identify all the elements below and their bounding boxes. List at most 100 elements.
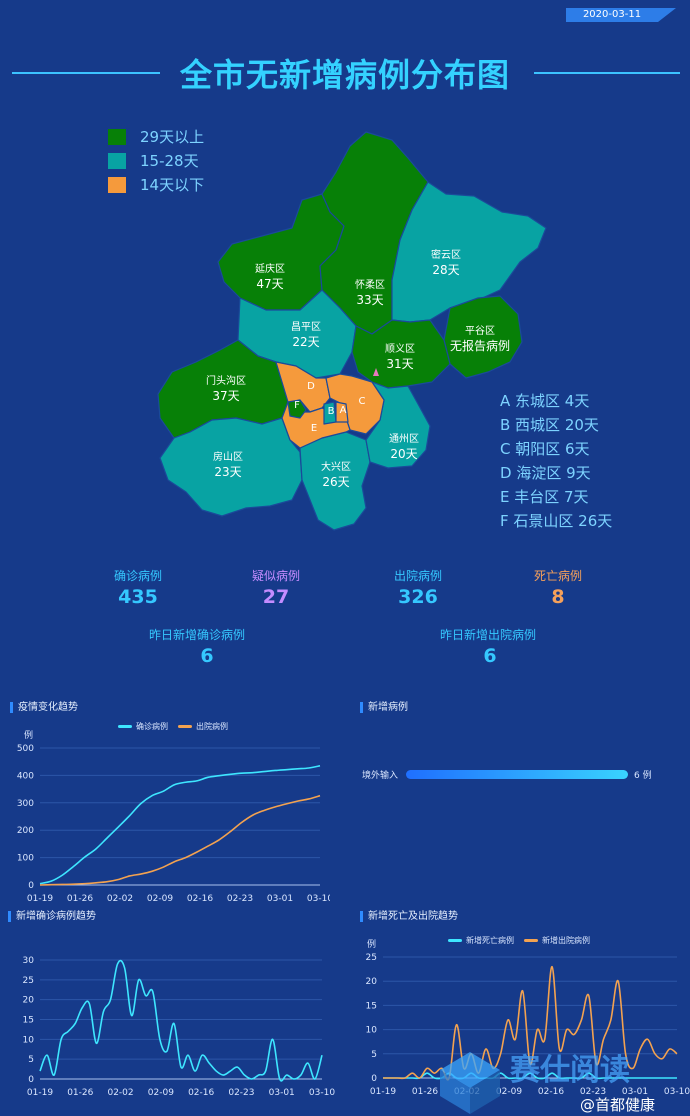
y-axis-unit: 例 (24, 729, 33, 741)
death-discharge-chart: 例051015202501-1901-2602-0202-0902-1602-2… (366, 938, 690, 1097)
y-tick-label: 300 (17, 799, 34, 809)
x-tick-label: 02-09 (148, 1088, 174, 1098)
panel-title-trend: 疫情变化趋势 (10, 702, 78, 713)
urban-item-e: E 丰台区 7天 (500, 488, 589, 506)
x-tick-label: 02-16 (188, 1088, 214, 1098)
stat-label-confirmed: 确诊病例 (113, 569, 162, 583)
legend-deaths-label: 新增死亡病例 (466, 936, 514, 945)
x-tick-label: 02-09 (147, 894, 173, 904)
y-tick-label: 15 (23, 1016, 34, 1026)
x-tick-label: 02-23 (227, 894, 253, 904)
map-letter-d: D (307, 381, 315, 392)
district-name-label: 房山区 (213, 450, 243, 463)
district-name-label: 密云区 (431, 248, 461, 261)
y-tick-label: 20 (23, 996, 35, 1006)
watermark-brand: 赛仕阅读 (510, 1053, 630, 1088)
panel-title-new-cases: 新增病例 (360, 702, 408, 713)
bar-value-label: 6 例 (634, 769, 652, 781)
district-days-label: 26天 (322, 475, 349, 489)
y-tick-label: 25 (366, 953, 377, 963)
y-tick-label: 500 (17, 744, 34, 754)
y-tick-label: 5 (28, 1055, 34, 1065)
urban-item-a: A 东城区 4天 (500, 392, 590, 410)
x-tick-label: 03-01 (269, 1088, 295, 1098)
stat-value-discharged: 326 (398, 586, 438, 608)
x-tick-label: 01-19 (27, 894, 53, 904)
watermark-logo-icon (440, 1052, 500, 1114)
yesterday-discharged-value: 6 (483, 645, 497, 667)
legend-item-29plus: 29天以上 (108, 126, 204, 147)
district-days-label: 无报告病例 (450, 338, 510, 353)
district-days-label: 22天 (292, 335, 319, 349)
map-letter-b: B (328, 406, 335, 417)
stat-label-discharged: 出院病例 (393, 569, 442, 583)
district-days-label: 20天 (390, 447, 417, 461)
series-line-1 (383, 965, 678, 1081)
legend-swatch (108, 152, 126, 169)
stat-value-deaths: 8 (551, 586, 565, 608)
series-line-0 (39, 959, 323, 1082)
page-title: 全市无新增病例分布图 (179, 56, 510, 94)
yesterday-confirmed-label: 昨日新增确诊病例 (148, 628, 245, 642)
y-axis-unit: 例 (367, 938, 376, 950)
y-tick-label: 30 (23, 956, 35, 966)
yesterday-discharged-label: 昨日新增出院病例 (439, 628, 536, 642)
stat-value-confirmed: 435 (118, 586, 158, 608)
series-line-0 (383, 1072, 677, 1080)
map-letter-e: E (311, 423, 317, 434)
x-tick-label: 03-10 (309, 1088, 335, 1098)
trend-legend: 确诊病例 出院病例 (108, 721, 228, 732)
district-days-label: 47天 (256, 277, 283, 291)
stat-label-suspected: 疑似病例 (251, 569, 300, 583)
legend-line-deaths (448, 939, 462, 942)
y-tick-label: 15 (366, 1001, 377, 1011)
x-tick-label: 01-19 (27, 1088, 53, 1098)
district-fangshan (159, 417, 303, 517)
y-tick-label: 400 (17, 771, 34, 781)
district-name-label: 昌平区 (291, 321, 321, 333)
y-tick-label: 0 (28, 881, 34, 891)
legend-swatch (108, 128, 126, 145)
urban-item-d: D 海淀区 9天 (500, 464, 591, 482)
district-name-label: 大兴区 (321, 460, 351, 473)
legend-discharged-label: 出院病例 (196, 722, 228, 731)
urban-item-f: F 石景山区 26天 (500, 512, 613, 530)
x-tick-label: 02-02 (107, 1088, 133, 1098)
y-tick-label: 20 (366, 977, 378, 987)
x-tick-label: 02-09 (496, 1087, 522, 1097)
district-days-label: 28天 (432, 263, 459, 277)
legend-swatch (108, 176, 126, 193)
y-tick-label: 10 (23, 1035, 35, 1045)
title-line-left (12, 72, 160, 74)
legend-item-14less: 14天以下 (108, 174, 204, 195)
series-line-1 (39, 794, 321, 886)
district-name-label: 通州区 (389, 433, 419, 445)
legend-item-15-28: 15-28天 (108, 150, 199, 171)
x-tick-label: 01-26 (412, 1087, 438, 1097)
x-tick-label: 03-01 (622, 1087, 648, 1097)
district-name-label: 门头沟区 (206, 374, 246, 387)
legend-new-discharged-label: 新增出院病例 (542, 936, 590, 945)
map-letter-c: C (359, 396, 366, 407)
panel-title-death-discharge: 新增死亡及出院趋势 (360, 911, 458, 922)
x-tick-label: 03-01 (267, 894, 293, 904)
y-tick-label: 25 (23, 976, 34, 986)
y-tick-label: 200 (17, 826, 34, 836)
new-confirmed-chart: 0 5 10 15 20 25 30 01-19 01-26 02-02 02-09 02-16 02-… (23, 956, 336, 1098)
x-tick-label: 02-16 (538, 1087, 564, 1097)
y-tick-label: 0 (28, 1075, 34, 1085)
x-tick-label: 02-16 (187, 894, 213, 904)
series-line-0 (39, 765, 321, 885)
legend-confirmed-label: 确诊病例 (136, 722, 168, 731)
x-tick-label: 03-10 (664, 1087, 690, 1097)
district-dongcheng (335, 401, 349, 423)
y-tick-label: 0 (371, 1074, 377, 1084)
x-tick-label: 03-10 (307, 894, 330, 904)
stat-label-deaths: 死亡病例 (533, 569, 582, 583)
district-name-label: 顺义区 (385, 343, 415, 355)
map-letter-f: F (294, 400, 300, 411)
trend-chart: 例 0 100 200 300 400 500 01-19 01-26 02-02 02-09 02-… (17, 729, 330, 904)
district-name-label: 平谷区 (465, 325, 495, 337)
bar-category-label: 境外输入 (362, 769, 398, 781)
